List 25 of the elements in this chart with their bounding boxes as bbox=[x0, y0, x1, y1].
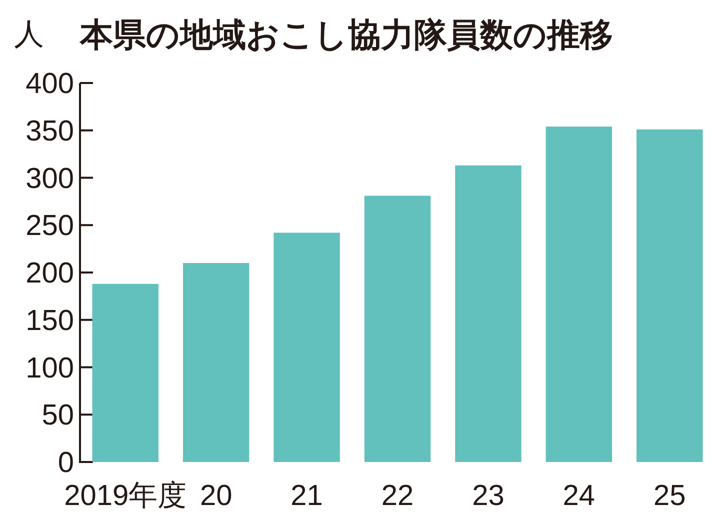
y-tick-label: 100 bbox=[26, 352, 74, 384]
y-axis-title: 人 bbox=[14, 18, 44, 51]
bar bbox=[92, 284, 158, 462]
y-tick-label: 400 bbox=[26, 68, 74, 100]
x-tick-label: 2019年度 bbox=[64, 480, 187, 512]
y-tick-label: 250 bbox=[26, 210, 74, 242]
chart-title: 本県の地域おこし協力隊員数の推移 bbox=[79, 16, 613, 53]
y-tick-label: 150 bbox=[26, 304, 74, 337]
x-tick-label: 25 bbox=[654, 480, 686, 512]
x-tick-label: 22 bbox=[381, 480, 414, 512]
x-tick-label: 23 bbox=[472, 480, 504, 512]
bar bbox=[546, 126, 612, 462]
y-tick-label: 200 bbox=[26, 258, 74, 290]
y-tick-label: 0 bbox=[58, 447, 74, 479]
bar bbox=[636, 129, 703, 462]
bar bbox=[274, 232, 340, 462]
bar bbox=[182, 263, 250, 462]
y-tick-label: 50 bbox=[42, 400, 74, 432]
bar bbox=[364, 196, 431, 462]
y-tick-label: 300 bbox=[26, 162, 74, 195]
bar bbox=[455, 165, 522, 462]
x-tick-label: 21 bbox=[290, 480, 323, 512]
y-tick-label: 350 bbox=[26, 115, 74, 148]
x-tick-label: 24 bbox=[562, 480, 596, 512]
x-tick-label: 20 bbox=[200, 480, 232, 512]
